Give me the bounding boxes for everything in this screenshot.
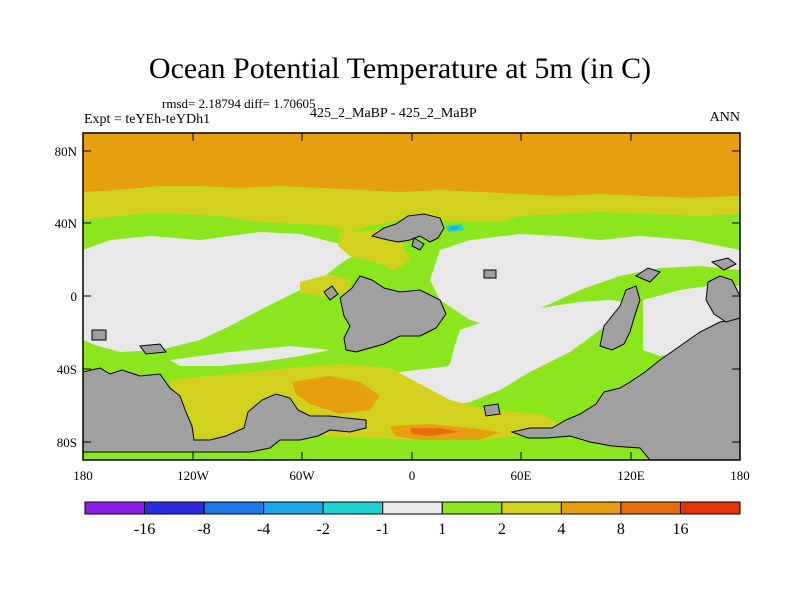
colorbar-label: 8: [617, 521, 625, 538]
experiment-label: Expt = teYEh-teYDh1: [84, 112, 211, 127]
land-south-small: [483, 403, 501, 417]
x-label-0: 0: [409, 468, 416, 483]
y-label-0: 0: [71, 289, 78, 304]
x-label-180e: 180: [730, 468, 750, 483]
experiment-names: 425_2_MaBP - 425_2_MaBP: [310, 106, 477, 121]
x-label-60w: 60W: [289, 468, 315, 483]
field-north-orange: [83, 133, 740, 198]
map-field: [83, 133, 740, 460]
x-label-60e: 60E: [511, 468, 532, 483]
colorbar-label: -4: [257, 521, 270, 538]
colorbar-swatch: [501, 501, 562, 515]
colorbar-swatch: [441, 501, 503, 515]
land-east-edge: [705, 275, 740, 323]
colorbar-label: 2: [498, 521, 506, 538]
colorbar-label: 1: [438, 521, 446, 538]
land-s-america-small-2: [139, 343, 167, 355]
season-label: ANN: [709, 110, 740, 125]
stats-line: rmsd= 2.18794 diff= 1.70605: [162, 96, 316, 111]
field-mid-yellow-2: [300, 274, 350, 296]
land-europe-2: [411, 237, 425, 251]
x-label-120e: 120E: [617, 468, 645, 483]
colorbar-swatch: [560, 501, 622, 515]
colorbar-label: 16: [672, 521, 688, 538]
colorbar: -16 -8 -4 -2 -1 1 2 4 8 16: [84, 501, 741, 538]
land-europe: [370, 213, 445, 243]
land-africa-2: [323, 285, 339, 301]
colorbar-swatch: [263, 501, 324, 515]
x-label-120w: 120W: [177, 468, 210, 483]
land-asia-n: [634, 267, 661, 283]
colorbar-label: -8: [197, 521, 210, 538]
land-s-america-small: [91, 329, 107, 341]
land-africa: [339, 275, 447, 353]
land-masses: [83, 213, 740, 460]
colorbar-swatch: [382, 501, 443, 515]
colorbar-swatch: [84, 501, 146, 515]
colorbar-label: -1: [376, 521, 389, 538]
colorbar-label: -16: [134, 521, 155, 538]
y-label-40s: 40S: [57, 362, 77, 377]
field-cyan-spot-2: [450, 226, 459, 230]
field-white-south: [170, 346, 330, 366]
colorbar-label: -2: [317, 521, 330, 538]
y-axis: [83, 150, 740, 443]
field-white-pacific-n: [430, 234, 740, 326]
land-small-1: [483, 269, 497, 279]
colorbar-swatch: [322, 501, 384, 515]
land-pacific-island: [710, 257, 737, 271]
colorbar-swatch: [620, 501, 681, 515]
field-south-orange: [292, 376, 380, 414]
land-south-east: [510, 317, 740, 460]
colorbar-swatch: [203, 501, 265, 515]
colorbar-swatch: [144, 501, 205, 515]
land-asia-ne: [599, 285, 641, 351]
chart-title: Ocean Potential Temperature at 5m (in C): [148, 52, 652, 85]
y-label-80n: 80N: [55, 144, 78, 159]
y-label-40n: 40N: [55, 216, 78, 231]
field-south-orange-3: [410, 428, 460, 436]
colorbar-label: 4: [557, 521, 565, 538]
x-label-180w: 180: [73, 468, 93, 483]
colorbar-swatch: [679, 501, 741, 515]
field-north-yellow: [83, 186, 740, 232]
field-white-atlantic: [83, 232, 356, 352]
y-label-80s: 80S: [57, 435, 77, 450]
x-axis: [192, 133, 632, 460]
land-south-west: [83, 367, 367, 453]
